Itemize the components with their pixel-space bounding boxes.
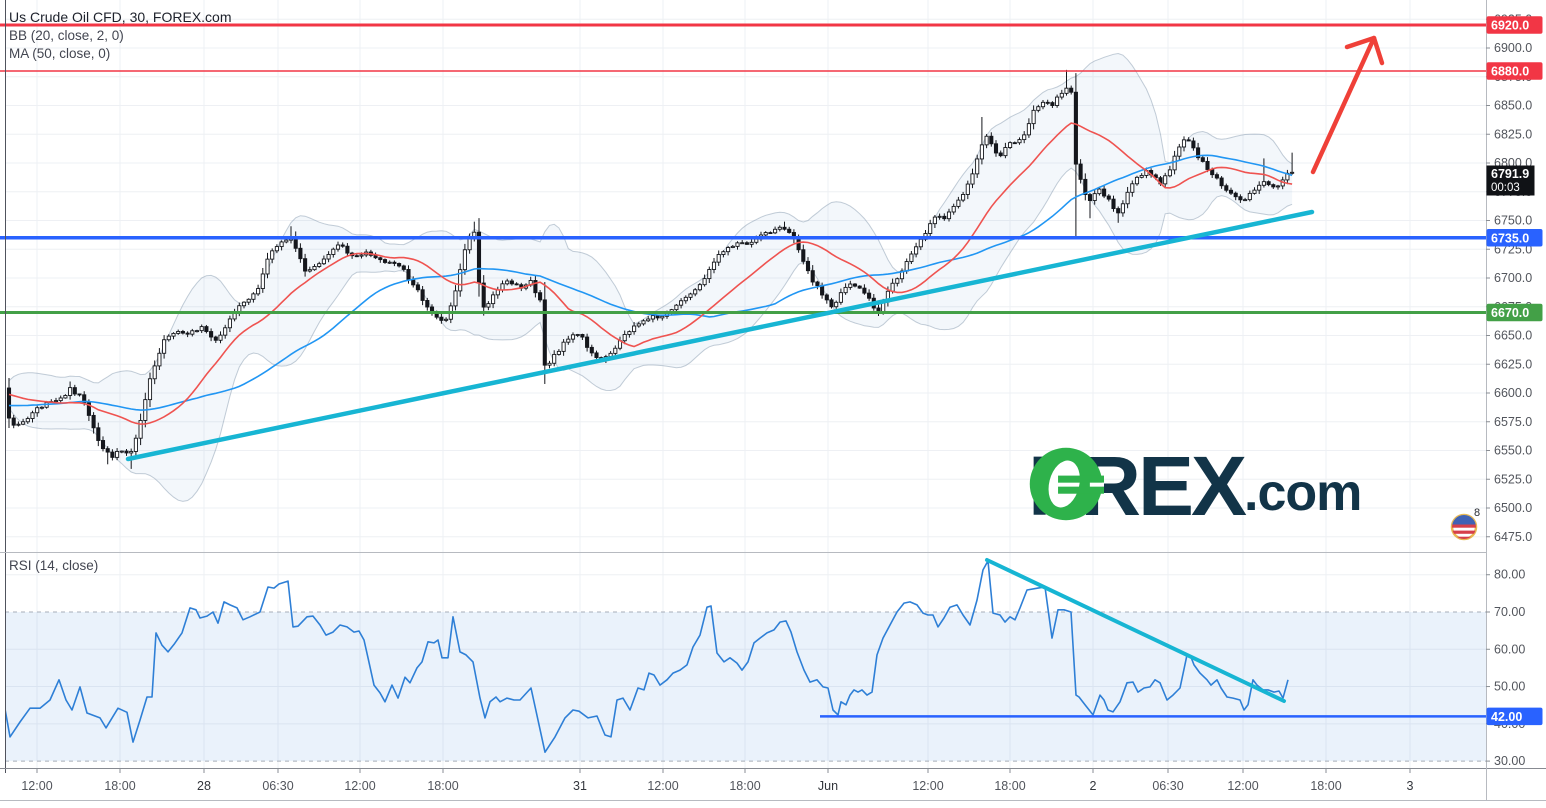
svg-text:70.00: 70.00 (1494, 605, 1525, 619)
bar-countdown: 00:03 (1491, 182, 1520, 194)
symbol-title[interactable]: Us Crude Oil CFD, 30, FOREX.com (9, 9, 232, 25)
svg-text:6650.0: 6650.0 (1494, 329, 1532, 343)
axis-level-labels: 6920.0 6880.0 6735.0 6670.0 42.00 (1486, 16, 1543, 726)
svg-text:6880.0: 6880.0 (1491, 65, 1529, 79)
svg-text:18:00: 18:00 (104, 779, 135, 793)
ideas-count: 8 (1474, 507, 1480, 519)
svg-text:12:00: 12:00 (647, 779, 678, 793)
flag-roundel-icon (1452, 515, 1476, 539)
svg-text:31: 31 (573, 779, 587, 793)
svg-text:6670.0: 6670.0 (1491, 306, 1529, 320)
svg-text:42.00: 42.00 (1491, 710, 1522, 724)
logo-dotcom: .com (1244, 464, 1362, 522)
main-legend: Us Crude Oil CFD, 30, FOREX.com BB (20, … (9, 8, 232, 64)
svg-text:6550.0: 6550.0 (1494, 444, 1532, 458)
ideas-badge[interactable]: 8 (1450, 507, 1480, 541)
horizontal-level-lines[interactable] (0, 23, 1486, 314)
svg-text:Jun: Jun (818, 779, 838, 793)
svg-text:28: 28 (197, 779, 211, 793)
svg-text:12:00: 12:00 (912, 779, 943, 793)
rsi-pane[interactable] (5, 558, 1486, 762)
svg-text:60.00: 60.00 (1494, 642, 1525, 656)
svg-text:18:00: 18:00 (729, 779, 760, 793)
svg-text:6575.0: 6575.0 (1494, 415, 1532, 429)
svg-text:2: 2 (1090, 779, 1097, 793)
svg-text:6475.0: 6475.0 (1494, 530, 1532, 544)
svg-text:18:00: 18:00 (427, 779, 458, 793)
svg-text:06:30: 06:30 (262, 779, 293, 793)
svg-text:6750.0: 6750.0 (1494, 214, 1532, 228)
grid (5, 0, 1486, 768)
svg-text:6825.0: 6825.0 (1494, 127, 1532, 141)
svg-text:6700.0: 6700.0 (1494, 271, 1532, 285)
svg-text:50.00: 50.00 (1494, 680, 1525, 694)
trend-drawings[interactable] (125, 35, 1385, 462)
svg-text:6500.0: 6500.0 (1494, 501, 1532, 515)
svg-text:06:30: 06:30 (1152, 779, 1183, 793)
svg-text:12:00: 12:00 (1227, 779, 1258, 793)
rsi-indicator-label[interactable]: RSI (14, close) (9, 558, 99, 573)
svg-text:80.00: 80.00 (1494, 568, 1525, 582)
svg-text:18:00: 18:00 (1310, 779, 1341, 793)
svg-text:6600.0: 6600.0 (1494, 386, 1532, 400)
ma-indicator-label[interactable]: MA (50, close, 0) (9, 46, 111, 61)
candles-series[interactable] (6, 69, 1295, 469)
svg-text:3: 3 (1407, 779, 1414, 793)
bb-indicator-label[interactable]: BB (20, close, 2, 0) (9, 27, 124, 43)
svg-text:12:00: 12:00 (344, 779, 375, 793)
logo-letters-rex: REX (1080, 439, 1247, 533)
svg-text:30.00: 30.00 (1494, 754, 1525, 768)
svg-text:18:00: 18:00 (994, 779, 1025, 793)
moving-averages (8, 122, 1293, 425)
svg-text:6850.0: 6850.0 (1494, 99, 1532, 113)
svg-text:6625.0: 6625.0 (1494, 357, 1532, 371)
svg-text:12:00: 12:00 (21, 779, 52, 793)
svg-text:6900.0: 6900.0 (1494, 41, 1532, 55)
svg-text:6920.0: 6920.0 (1491, 19, 1529, 33)
watermark-logo: F REX .com (1028, 439, 1362, 533)
svg-text:6525.0: 6525.0 (1494, 472, 1532, 486)
bollinger-bands (8, 52, 1293, 502)
current-price-label: 6791.9 00:03 (1486, 165, 1535, 196)
svg-text:6735.0: 6735.0 (1491, 231, 1529, 245)
current-price-value: 6791.9 (1491, 167, 1529, 181)
